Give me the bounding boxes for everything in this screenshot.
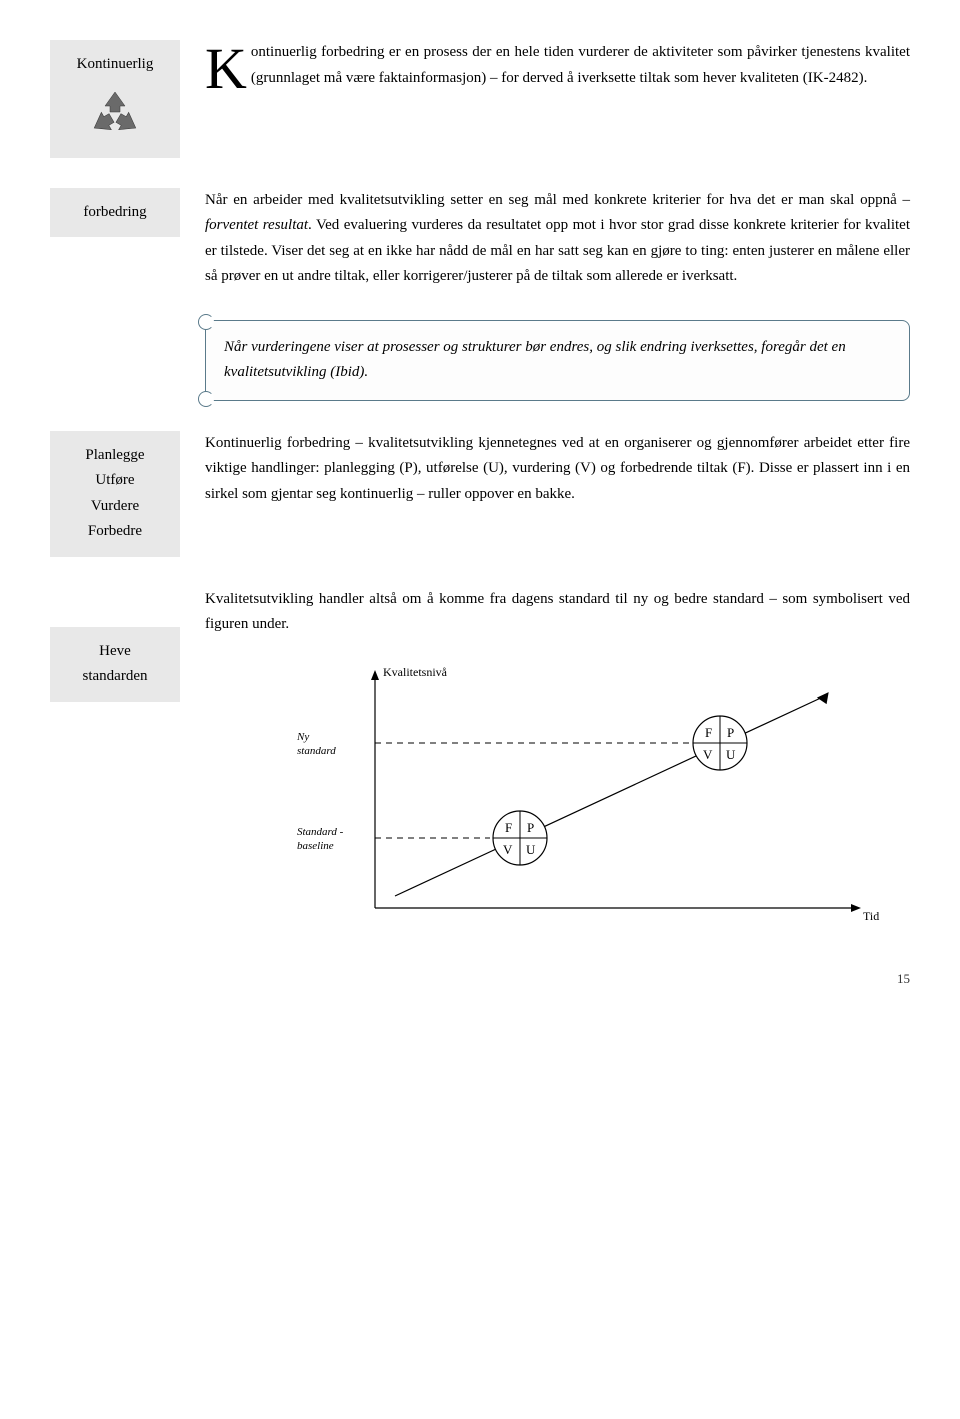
sidebar-line: Forbedre [60,519,170,545]
sidebar-line: Planlegge [60,443,170,469]
sidebar-line: Utføre [60,468,170,494]
sidebar-label: Kontinuerlig [60,52,170,78]
level-label-ny2: standard [297,745,336,757]
wheel-label: U [726,747,736,762]
x-axis-label: Tid [863,909,879,923]
paragraph-4-and-chart: Kvalitetsutvikling handler altså om å ko… [205,587,910,938]
wheel-label: F [705,725,712,740]
sidebar-kontinuerlig: Kontinuerlig [50,40,180,158]
sidebar-label: forbedring [60,200,170,226]
recycle-icon [85,86,145,146]
page-number: 15 [50,968,910,990]
wheel-label: V [703,747,713,762]
para4-text: Kvalitetsutvikling handler altså om å ko… [205,587,910,638]
wheel-label: P [727,725,734,740]
sidebar-forbedring: forbedring [50,188,180,238]
paragraph-1: Kontinuerlig forbedring er en prosess de… [205,40,910,93]
y-axis-label: Kvalitetsnivå [383,665,448,679]
spiral-decoration [198,314,214,330]
para2-part2: . Ved evaluering vurderes da resultatet … [205,217,910,284]
sidebar-line: Vurdere [60,494,170,520]
para1-text: ontinuerlig forbedring er en prosess der… [251,44,910,86]
spiral-decoration [198,391,214,407]
paragraph-3: Kontinuerlig forbedring – kvalitetsutvik… [205,431,910,508]
sidebar-line: Heve [60,639,170,665]
quote-text: Når vurderingene viser at prosesser og s… [224,339,846,381]
wheel-label: F [505,820,512,835]
wheel-label: U [526,842,536,857]
paragraph-2: Når en arbeider med kvalitetsutvikling s… [205,188,910,290]
dropcap: K [205,44,247,93]
quote-box: Når vurderingene viser at prosesser og s… [205,320,910,401]
sidebar-puvf: Planlegge Utføre Vurdere Forbedre [50,431,180,557]
level-label-base1: Standard - [297,826,344,838]
quality-chart: Kvalitetsnivå Tid Ny standard Standard -… [265,658,910,938]
wheel-label: P [527,820,534,835]
sidebar-line: standarden [60,664,170,690]
sidebar-heve: Heve standarden [50,627,180,702]
level-label-ny: Ny [296,731,309,743]
para3-text: Kontinuerlig forbedring – kvalitetsutvik… [205,435,910,502]
level-label-base2: baseline [297,840,334,852]
para2-italic: forventet resultat [205,217,308,233]
wheel-label: V [503,842,513,857]
para2-part1: Når en arbeider med kvalitetsutvikling s… [205,192,910,208]
